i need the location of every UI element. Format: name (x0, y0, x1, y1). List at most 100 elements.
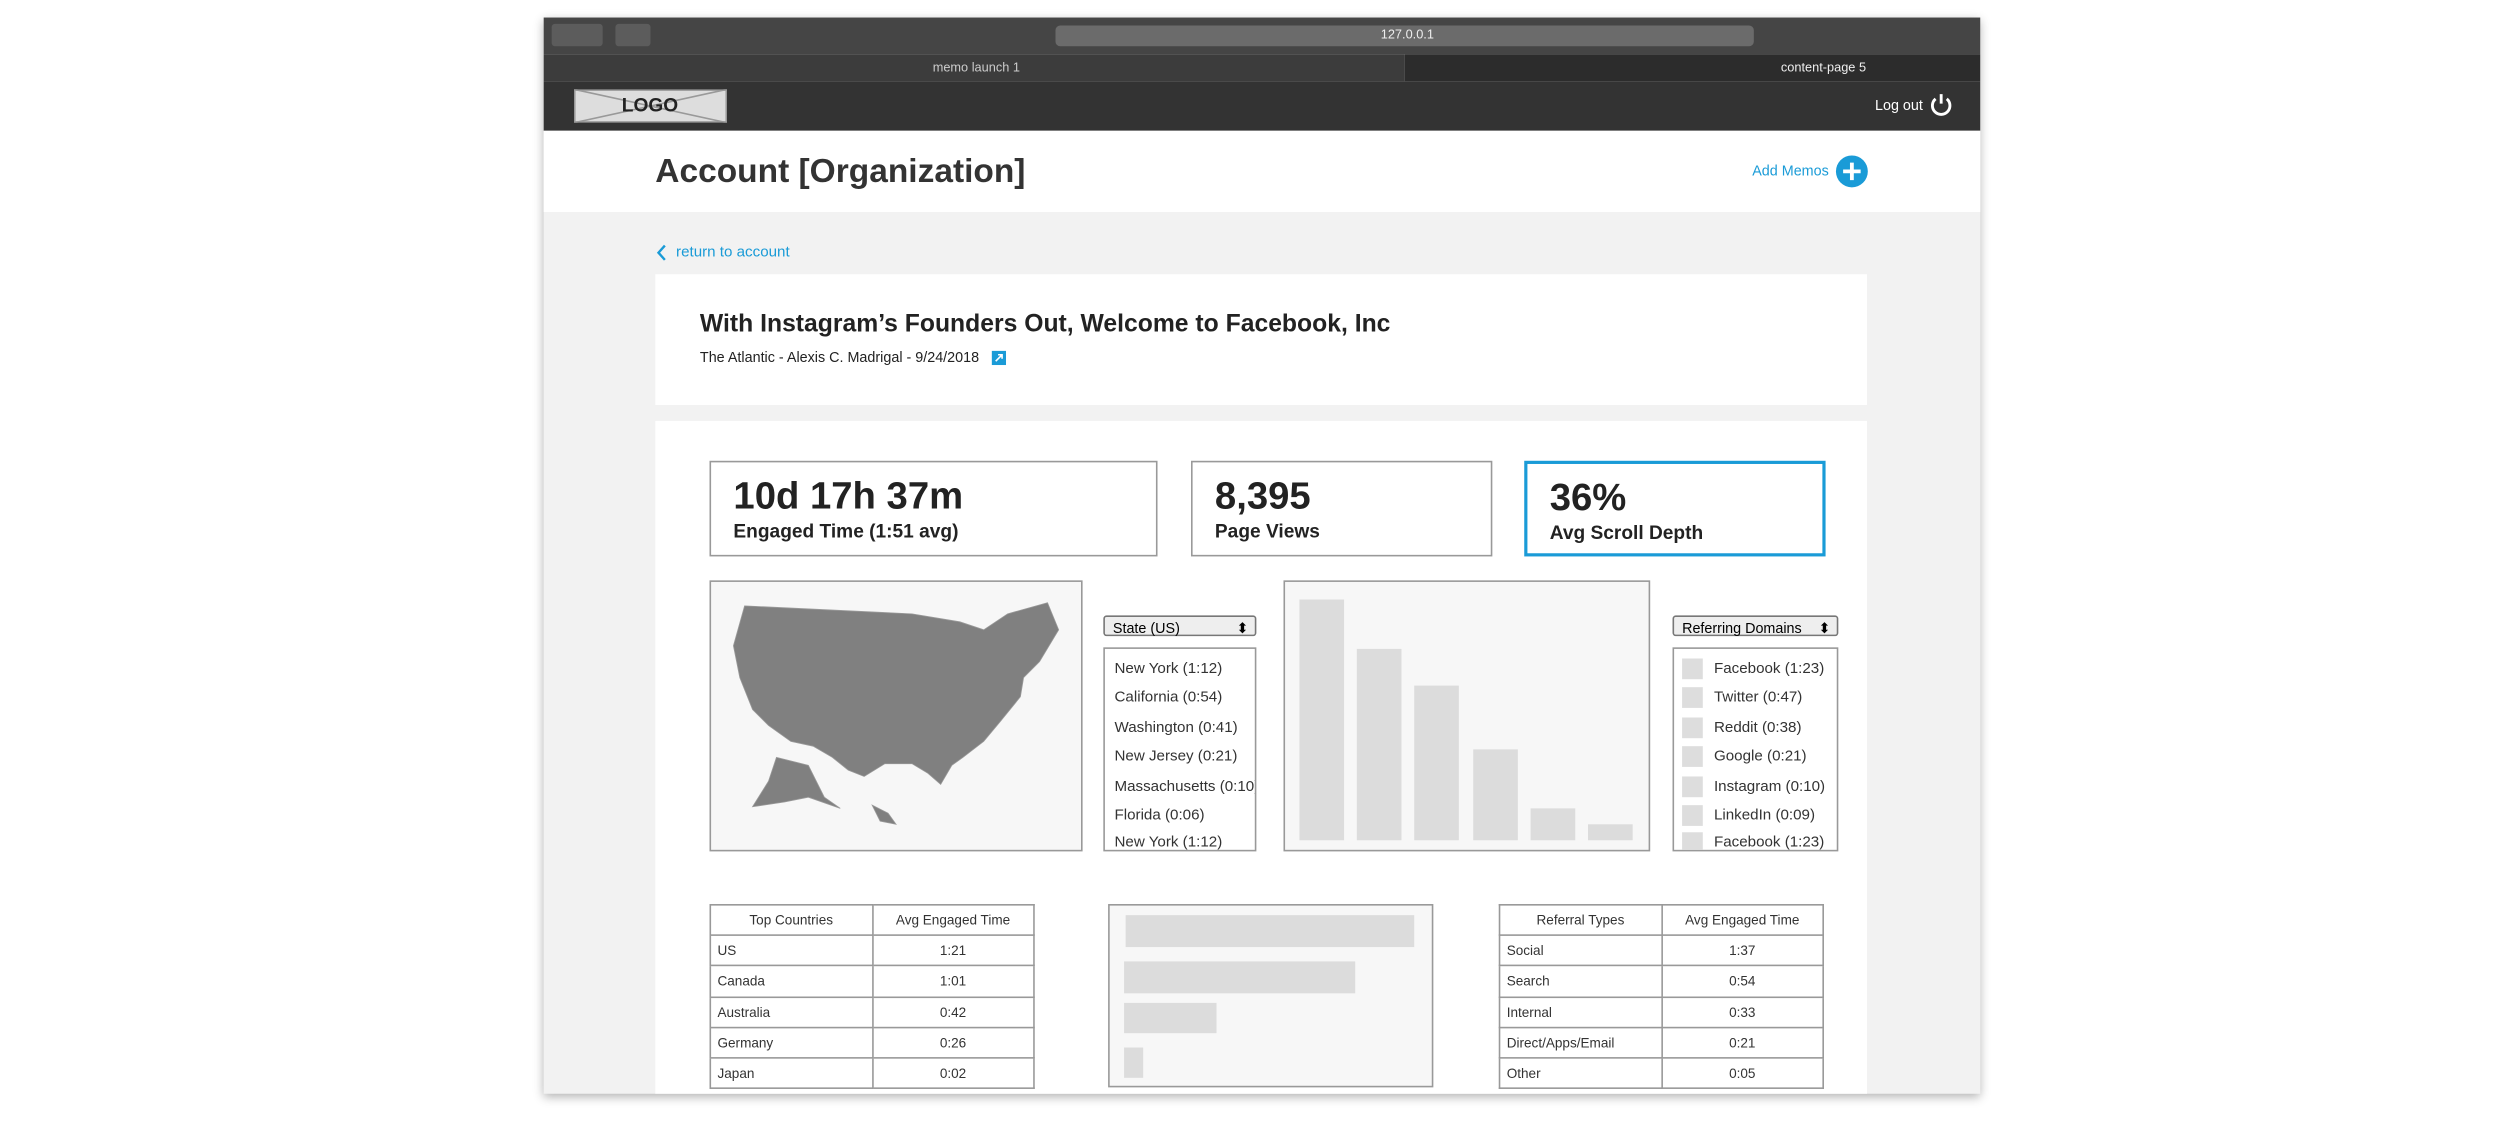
domain-item: Instagram (0:10) (1713, 778, 1826, 796)
row: Internal 0:33 (1498, 995, 1824, 1028)
cell: Internal (1498, 995, 1663, 1028)
checkbox (1682, 746, 1703, 767)
row: Australia 0:42 (709, 995, 1035, 1028)
row: Japan 0:02 (709, 1056, 1035, 1090)
cell: 0:26 (871, 1026, 1035, 1059)
row: Canada 1:01 (709, 965, 1035, 998)
state-item: California (0:54) (1114, 688, 1223, 707)
cell: US (709, 934, 873, 967)
state-item: Florida (0:06) (1114, 806, 1205, 825)
checkbox (1682, 832, 1703, 850)
cell: Japan (709, 1056, 873, 1090)
cell: Direct/Apps/Email (1498, 1026, 1663, 1059)
state-item: New Jersey (0:21) (1114, 747, 1238, 766)
url: 127.0.0.1 (1380, 27, 1434, 42)
checkbox (1682, 776, 1703, 798)
checkbox (1682, 805, 1703, 826)
select-label: Referring Domains (1682, 620, 1802, 637)
hbar-placeholder (1108, 904, 1434, 1088)
bar-chart-placeholder (1283, 580, 1651, 852)
back-icon (656, 244, 666, 261)
state-select[interactable]: State (US) ⬍ (1103, 615, 1257, 637)
logo-text: LOGO (621, 94, 679, 117)
domain-item: Facebook (1:23) (1713, 660, 1825, 678)
header-cell: Avg Engaged Time (871, 904, 1035, 937)
stat-box: 8,395 Page Views (1191, 460, 1493, 557)
cell: 0:42 (871, 995, 1035, 1028)
page-header (543, 130, 1981, 213)
us-map (733, 602, 1060, 825)
row: Social 1:37 (1498, 934, 1824, 967)
state-list[interactable]: New York (1:12) California (0:54) Washingt… (1103, 647, 1257, 852)
stat-label: Avg Scroll Depth (1549, 521, 1704, 544)
header-row: Referral Types Avg Engaged Time (1498, 904, 1824, 937)
domain-list[interactable]: Facebook (1:23) Twitter (0:47) Reddit (0:3… (1672, 647, 1839, 852)
state-item: New York (1:12) (1114, 660, 1223, 678)
cell: Search (1498, 965, 1663, 998)
back-link[interactable]: return to account (676, 243, 790, 262)
stat-label: Engaged Time (1:51 avg) (733, 519, 959, 543)
cell: 1:01 (871, 965, 1035, 998)
cell: 0:02 (871, 1056, 1035, 1090)
domain-item: Google (0:21) (1713, 747, 1807, 766)
headline: With Instagram’s Founders Out, Welcome t… (699, 310, 1391, 339)
tab-label: content-page 5 (1780, 60, 1867, 75)
row: Search 0:54 (1498, 965, 1824, 998)
add-memos[interactable]: Add Memos (1752, 162, 1829, 179)
add-icon[interactable] (1835, 155, 1868, 188)
cell: Social (1498, 934, 1663, 967)
logout[interactable]: Log out (1875, 97, 1923, 114)
stat-value: 36% (1549, 476, 1627, 520)
state-item: New York (1:12) (1114, 833, 1223, 852)
stat-value: 8,395 (1214, 475, 1311, 519)
nav-buttons[interactable] (551, 23, 603, 47)
cell: Canada (709, 965, 873, 998)
checkbox (1682, 658, 1703, 680)
article-card (655, 274, 1868, 405)
cell: 1:37 (1660, 934, 1824, 967)
cell: 0:54 (1660, 965, 1824, 998)
select-label: State (US) (1112, 620, 1180, 637)
domain-item: LinkedIn (0:09) (1713, 806, 1816, 825)
stat-value: 10d 17h 37m (733, 475, 964, 519)
checkbox (1682, 717, 1703, 739)
url-bar[interactable] (1055, 25, 1754, 47)
referral-table: Referral Types Avg Engaged Time Social 1:37… (1498, 904, 1824, 1090)
cell: Australia (709, 995, 873, 1028)
state-item: Washington (0:41) (1114, 719, 1238, 737)
domain-select[interactable]: Referring Domains ⬍ (1672, 615, 1839, 637)
sidebar-button[interactable] (615, 23, 651, 47)
tab[interactable] (1404, 54, 1981, 82)
cell: Other (1498, 1056, 1663, 1090)
stat-box: 36% Avg Scroll Depth (1524, 460, 1826, 557)
row: Other 0:05 (1498, 1056, 1824, 1090)
app-header (543, 81, 1981, 131)
row: Direct/Apps/Email 0:21 (1498, 1026, 1824, 1059)
countries-table: Top Countries Avg Engaged Time US 1:21 Canad… (709, 904, 1035, 1090)
cell: 0:33 (1660, 995, 1824, 1028)
tab[interactable] (543, 54, 1405, 82)
external-link-icon[interactable] (991, 350, 1007, 366)
domain-item: Facebook (1:23) (1713, 833, 1825, 852)
header-cell: Avg Engaged Time (1660, 904, 1824, 937)
checkbox (1682, 687, 1703, 708)
logo (573, 89, 728, 123)
byline: The Atlantic - Alexis C. Madrigal - 9/24… (699, 349, 980, 366)
row: Germany 0:26 (709, 1026, 1035, 1059)
row: US 1:21 (709, 934, 1035, 967)
cell: 0:21 (1660, 1026, 1824, 1059)
header-cell: Top Countries (709, 904, 873, 937)
state-item: Massachusetts (0:10) (1114, 778, 1257, 796)
stat-label: Page Views (1214, 519, 1320, 543)
header-cell: Referral Types (1498, 904, 1663, 937)
power-icon[interactable] (1929, 92, 1953, 116)
domain-item: Reddit (0:38) (1713, 719, 1802, 737)
cell: 1:21 (871, 934, 1035, 967)
header-row: Top Countries Avg Engaged Time (709, 904, 1035, 937)
stat-box: 10d 17h 37m Engaged Time (1:51 avg) (709, 460, 1158, 557)
tab-label: memo launch 1 (932, 60, 1020, 75)
page-title: Account [Organization] (655, 153, 1026, 190)
cell: Germany (709, 1026, 873, 1059)
domain-item: Twitter (0:47) (1713, 688, 1803, 707)
